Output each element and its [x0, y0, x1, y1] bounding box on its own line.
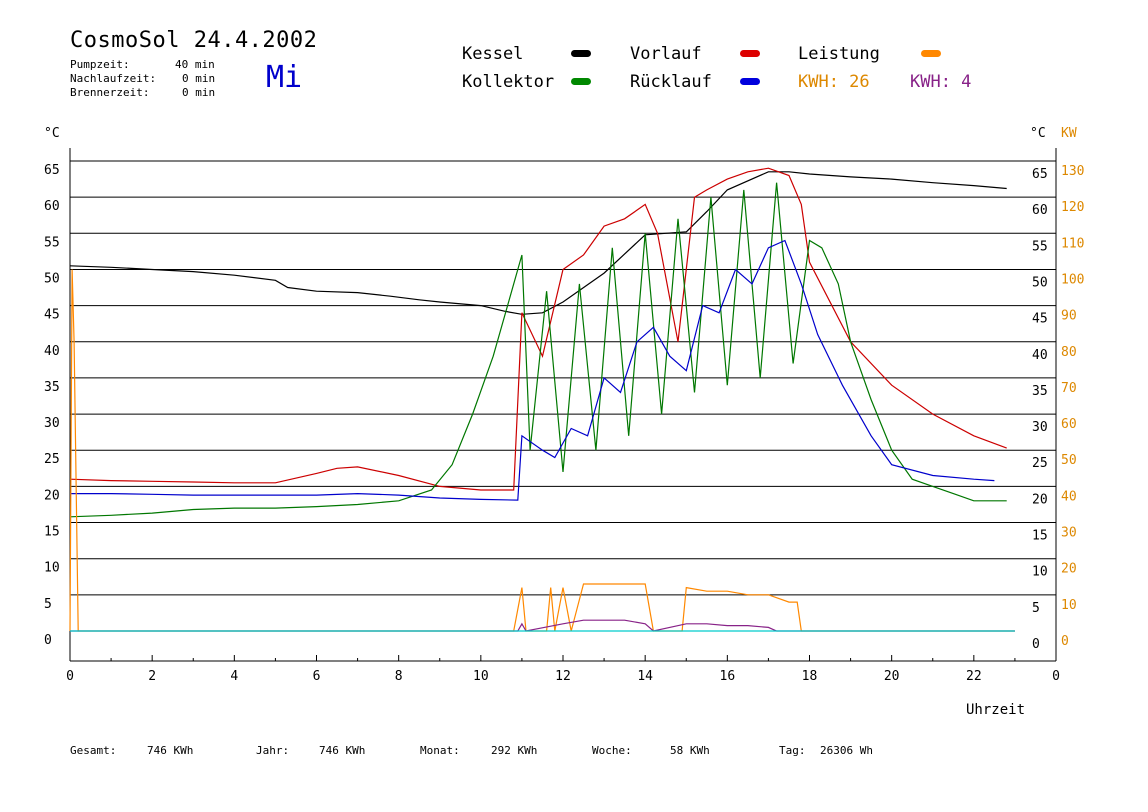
y-tick-left-10: 10 — [44, 561, 60, 576]
x-tick-label-11: 22 — [966, 669, 982, 684]
y-tick-right-25: 25 — [1032, 456, 1048, 471]
y-tick-left-15: 15 — [44, 525, 60, 540]
x-tick-label-4: 8 — [395, 669, 403, 684]
x-tick-label-7: 14 — [637, 669, 653, 684]
brennerzeit-label: Brennerzeit: — [70, 86, 150, 99]
chart-title: CosmoSol 24.4.2002 — [70, 28, 318, 53]
series-line-kessel — [69, 171, 1007, 315]
y-tick-right-10: 10 — [1032, 565, 1048, 580]
y-tick-right-65: 65 — [1032, 167, 1048, 182]
x-tick-label-3: 6 — [313, 669, 321, 684]
y-tick-power-20: 20 — [1061, 562, 1077, 577]
y-tick-left-25: 25 — [44, 452, 60, 467]
y-tick-power-90: 90 — [1061, 309, 1077, 324]
legend-kwh-leistung: KWH: 26 — [798, 72, 870, 92]
series-line-vorlauf — [69, 167, 1007, 491]
x-tick-label-12: 0 — [1052, 669, 1060, 684]
x-tick-label-8: 16 — [720, 669, 736, 684]
footer-woche-value: 58 KWh — [670, 744, 710, 757]
y-tick-power-80: 80 — [1061, 345, 1077, 360]
footer-tag-value: 26306 Wh — [820, 744, 873, 757]
y-tick-power-40: 40 — [1061, 489, 1077, 504]
footer-monat-label: Monat: — [420, 744, 460, 757]
legend-kessel-swatch — [571, 50, 591, 57]
y-tick-right-40: 40 — [1032, 348, 1048, 363]
y-tick-power-0: 0 — [1061, 634, 1069, 649]
chart-axes — [69, 148, 1057, 662]
y-tick-right-55: 55 — [1032, 239, 1048, 254]
legend-kollektor-swatch — [571, 78, 591, 85]
y-tick-power-60: 60 — [1061, 417, 1077, 432]
y-tick-power-10: 10 — [1061, 598, 1077, 613]
y-tick-right-35: 35 — [1032, 384, 1048, 399]
y-tick-right-30: 30 — [1032, 420, 1048, 435]
brennerzeit-value: 0 min — [182, 86, 216, 99]
legend-kollektor-label: Kollektor — [462, 72, 555, 92]
footer-jahr-label: Jahr: — [256, 744, 290, 757]
x-tick-label-5: 10 — [473, 669, 489, 684]
legend-ruecklauf-swatch — [740, 78, 760, 85]
y-tick-right-50: 50 — [1032, 275, 1048, 290]
x-tick-label-10: 20 — [884, 669, 900, 684]
y-tick-right-15: 15 — [1032, 529, 1048, 544]
series-line-r-cklauf — [70, 239, 995, 501]
legend-vorlauf-label: Vorlauf — [630, 44, 702, 64]
x-tick-label-0: 0 — [66, 669, 74, 684]
legend-kessel-label: Kessel — [462, 44, 524, 64]
legend-ruecklauf-label: Rücklauf — [630, 72, 712, 92]
weekday-label: Mi — [266, 60, 303, 95]
y-tick-left-50: 50 — [44, 271, 60, 286]
y-tick-left-65: 65 — [44, 163, 60, 178]
nachlaufzeit-label: Nachlaufzeit: — [70, 72, 157, 85]
series-line-kollektor — [69, 182, 1007, 518]
y-tick-right-60: 60 — [1032, 203, 1048, 218]
y-tick-power-100: 100 — [1061, 272, 1084, 287]
y-tick-left-0: 0 — [44, 633, 52, 648]
y-tick-power-50: 50 — [1061, 453, 1077, 468]
y-tick-right-0: 0 — [1032, 637, 1040, 652]
y-tick-power-120: 120 — [1061, 200, 1084, 215]
legend-leistung-swatch — [921, 50, 941, 57]
chart-series — [69, 167, 1015, 632]
x-tick-label-2: 4 — [230, 669, 238, 684]
legend-kwh-second: KWH: 4 — [910, 72, 972, 92]
y-tick-left-5: 5 — [44, 597, 52, 612]
y-tick-left-30: 30 — [44, 416, 60, 431]
pumpzeit-value: 40 min — [175, 58, 215, 71]
pumpzeit-label: Pumpzeit: — [70, 58, 130, 71]
y-tick-left-20: 20 — [44, 488, 60, 503]
y-tick-power-70: 70 — [1061, 381, 1077, 396]
legend-leistung-label: Leistung — [798, 44, 880, 64]
x-axis-label: Uhrzeit — [966, 702, 1025, 718]
y-tick-right-20: 20 — [1032, 492, 1048, 507]
y-tick-power-130: 130 — [1061, 164, 1084, 179]
nachlaufzeit-value: 0 min — [182, 72, 216, 85]
chart-grid — [70, 160, 1056, 596]
footer-gesamt-label: Gesamt: — [70, 744, 117, 757]
y-tick-left-40: 40 — [44, 344, 60, 359]
y-tick-power-30: 30 — [1061, 526, 1077, 541]
x-tick-label-6: 12 — [555, 669, 571, 684]
footer-tag-label: Tag: — [779, 744, 806, 757]
series-line-kwh — [70, 619, 1015, 632]
y-tick-left-45: 45 — [44, 308, 60, 323]
x-tick-label-1: 2 — [148, 669, 156, 684]
y-tick-right-45: 45 — [1032, 312, 1048, 327]
y-tick-left-55: 55 — [44, 235, 60, 250]
y-tick-right-5: 5 — [1032, 601, 1040, 616]
footer-monat-value: 292 KWh — [491, 744, 538, 757]
footer-jahr-value: 746 KWh — [319, 744, 366, 757]
y-axis-right-power-label: KW — [1061, 126, 1077, 141]
y-tick-power-110: 110 — [1061, 236, 1084, 251]
y-axis-left-label: °C — [44, 126, 60, 141]
y-axis-right-temp-label: °C — [1030, 126, 1046, 141]
legend-vorlauf-swatch — [740, 50, 760, 57]
y-tick-left-35: 35 — [44, 380, 60, 395]
footer-woche-label: Woche: — [592, 744, 632, 757]
x-tick-label-9: 18 — [802, 669, 818, 684]
footer-gesamt-value: 746 KWh — [147, 744, 194, 757]
y-tick-left-60: 60 — [44, 199, 60, 214]
